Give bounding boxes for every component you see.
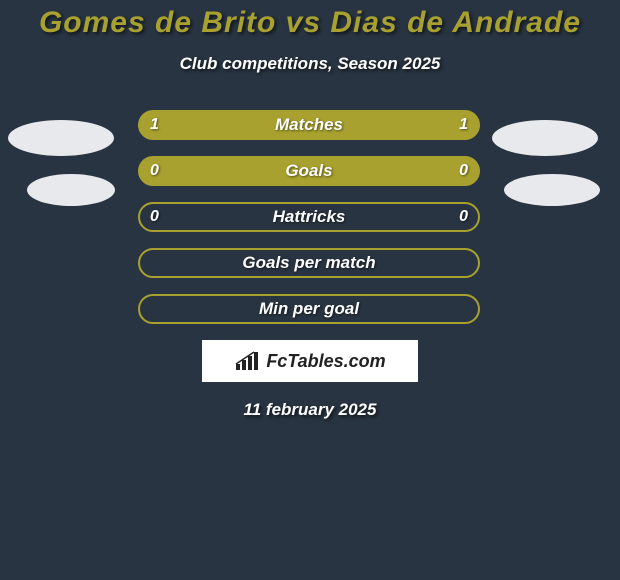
stat-right-value: 1 <box>459 110 468 140</box>
stat-row: Goals per match <box>0 248 620 278</box>
stat-label: Goals per match <box>138 248 480 278</box>
stat-label: Hattricks <box>138 202 480 232</box>
date-label: 11 february 2025 <box>0 400 620 420</box>
logo-box[interactable]: FcTables.com <box>202 340 418 382</box>
stat-right-value: 0 <box>459 156 468 186</box>
stat-label: Goals <box>138 156 480 186</box>
logo-text: FcTables.com <box>266 351 385 372</box>
stat-row: 0 Hattricks 0 <box>0 202 620 232</box>
stat-row: 0 Goals 0 <box>0 156 620 186</box>
bar-chart-icon <box>234 350 260 372</box>
stat-label: Matches <box>138 110 480 140</box>
stat-row: Min per goal <box>0 294 620 324</box>
comparison-card: Gomes de Brito vs Dias de Andrade Club c… <box>0 0 620 580</box>
page-title: Gomes de Brito vs Dias de Andrade <box>0 0 620 40</box>
stat-label: Min per goal <box>138 294 480 324</box>
stat-row: 1 Matches 1 <box>0 110 620 140</box>
stat-right-value: 0 <box>459 202 468 232</box>
subtitle: Club competitions, Season 2025 <box>0 54 620 74</box>
